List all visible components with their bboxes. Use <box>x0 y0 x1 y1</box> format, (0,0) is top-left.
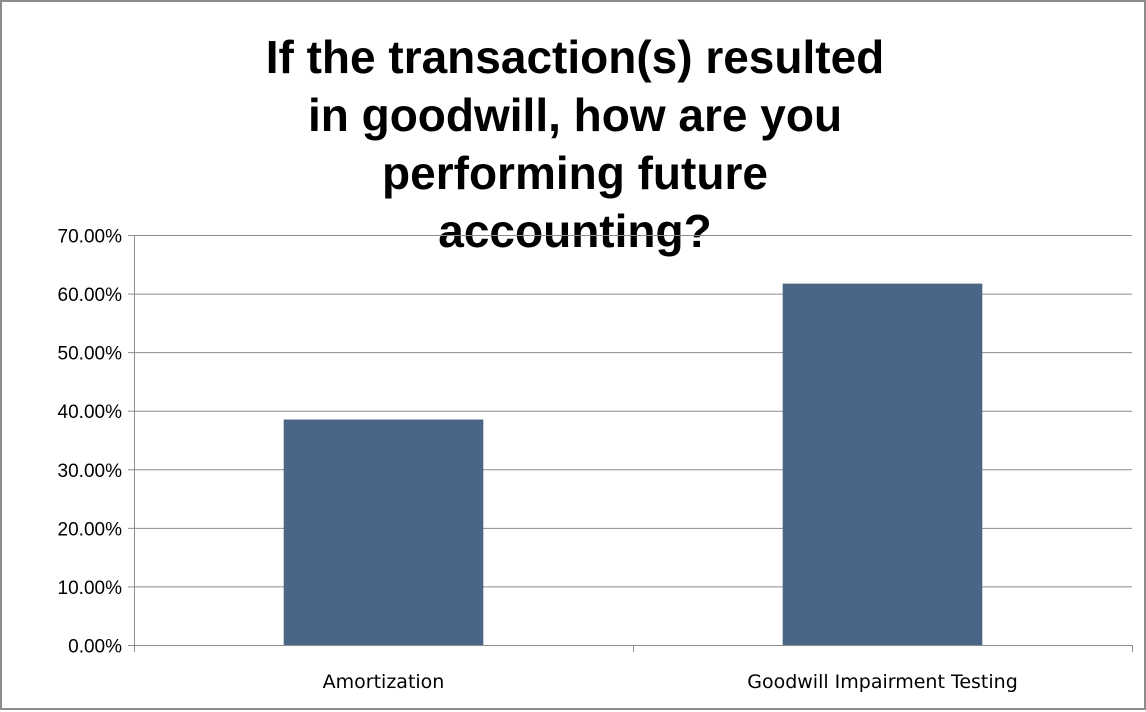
y-tick-label: 0.00% <box>68 637 122 658</box>
y-tick-label: 70.00% <box>58 227 123 248</box>
y-tick-label: 50.00% <box>58 344 123 365</box>
bar <box>283 419 484 645</box>
chart-title: If the transaction(s) resulted in goodwi… <box>265 31 885 257</box>
y-tick-label: 30.00% <box>58 461 123 482</box>
y-tick-label: 60.00% <box>58 285 123 306</box>
x-category-label: Amortization <box>323 671 445 693</box>
bar <box>782 283 983 645</box>
y-tick-label: 40.00% <box>58 402 123 423</box>
x-category-label: Goodwill Impairment Testing <box>747 671 1018 693</box>
y-tick-label: 20.00% <box>58 519 123 540</box>
y-tick-label: 10.00% <box>58 578 123 599</box>
